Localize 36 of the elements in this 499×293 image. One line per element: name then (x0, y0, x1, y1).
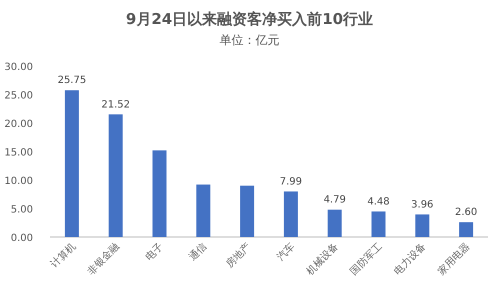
x-tick-label: 通信 (186, 240, 210, 264)
chart-subtitle: 单位：亿元 (220, 33, 280, 47)
x-tick-label: 机械设备 (304, 240, 341, 278)
x-tick-label: 电子 (142, 240, 166, 264)
y-tick-label: 20.00 (4, 119, 33, 130)
bar (152, 150, 166, 237)
x-tick-label: 汽车 (274, 240, 298, 264)
y-tick-label: 15.00 (4, 148, 33, 158)
bar (196, 184, 210, 237)
data-label: 25.75 (58, 75, 86, 86)
x-tick-label: 计算机 (48, 240, 78, 270)
y-tick-label: 0.00 (10, 233, 33, 244)
bar (328, 210, 342, 237)
x-tick-label: 国防军工 (348, 240, 385, 278)
data-label: 3.96 (411, 199, 434, 210)
y-tick-label: 10.00 (4, 176, 33, 187)
y-tick-label: 30.00 (4, 62, 33, 73)
x-tick-label: 电力设备 (392, 240, 428, 278)
x-tick-label: 房地产 (224, 240, 254, 270)
data-label: 4.48 (367, 196, 390, 208)
bar (415, 214, 430, 237)
x-tick-label: 非银金融 (85, 240, 122, 278)
bar (64, 90, 79, 237)
chart-title: 9月24日以来融资客净买入前10行业 (126, 10, 374, 28)
bar (240, 186, 254, 237)
data-label: 21.52 (101, 99, 130, 110)
bar (284, 191, 298, 237)
data-label: 4.79 (324, 194, 346, 206)
data-label: 2.60 (454, 207, 478, 218)
bar (459, 222, 474, 237)
x-tick-label: 家用电器 (435, 240, 472, 278)
data-label: 7.99 (280, 176, 302, 188)
y-tick-label: 5.00 (10, 204, 33, 216)
bar (372, 211, 386, 237)
bar (108, 114, 123, 237)
y-tick-label: 25.00 (4, 90, 33, 102)
